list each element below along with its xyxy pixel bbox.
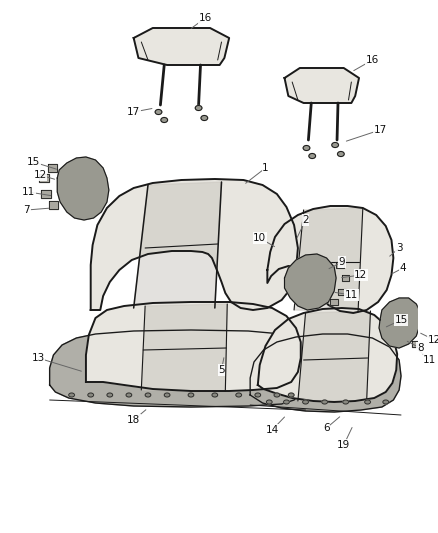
Polygon shape xyxy=(250,334,401,412)
Text: 4: 4 xyxy=(399,263,406,273)
Text: 3: 3 xyxy=(396,243,403,253)
Polygon shape xyxy=(336,262,344,268)
Text: 11: 11 xyxy=(423,355,436,365)
Polygon shape xyxy=(418,305,426,311)
Ellipse shape xyxy=(288,393,294,397)
Polygon shape xyxy=(330,299,338,305)
Ellipse shape xyxy=(383,400,389,404)
Ellipse shape xyxy=(332,142,339,148)
Polygon shape xyxy=(420,331,428,337)
Text: 6: 6 xyxy=(323,423,330,433)
Text: 10: 10 xyxy=(253,233,266,243)
Polygon shape xyxy=(267,206,393,313)
Polygon shape xyxy=(57,157,109,220)
Text: 11: 11 xyxy=(345,290,358,300)
Ellipse shape xyxy=(212,393,218,397)
Ellipse shape xyxy=(188,393,194,397)
Ellipse shape xyxy=(236,393,242,397)
Ellipse shape xyxy=(322,400,328,404)
Polygon shape xyxy=(134,182,222,308)
Text: 16: 16 xyxy=(366,55,379,65)
Polygon shape xyxy=(338,289,346,295)
Text: 19: 19 xyxy=(337,440,350,450)
Polygon shape xyxy=(413,341,420,347)
Text: 5: 5 xyxy=(218,365,225,375)
Ellipse shape xyxy=(107,393,113,397)
Text: 17: 17 xyxy=(373,125,387,135)
Polygon shape xyxy=(342,275,350,281)
Ellipse shape xyxy=(338,151,344,157)
Ellipse shape xyxy=(255,393,261,397)
Polygon shape xyxy=(285,68,359,103)
Polygon shape xyxy=(258,308,397,402)
Ellipse shape xyxy=(155,109,162,115)
Text: 2: 2 xyxy=(302,215,309,225)
Text: 12: 12 xyxy=(428,335,438,345)
Text: 16: 16 xyxy=(199,13,212,23)
Polygon shape xyxy=(49,330,307,407)
Ellipse shape xyxy=(303,146,310,150)
Ellipse shape xyxy=(145,393,151,397)
Text: 12: 12 xyxy=(33,170,47,180)
Ellipse shape xyxy=(309,154,315,158)
Ellipse shape xyxy=(88,393,94,397)
Ellipse shape xyxy=(365,400,371,404)
Ellipse shape xyxy=(283,400,290,404)
Ellipse shape xyxy=(201,116,208,120)
Polygon shape xyxy=(379,298,420,348)
Text: 8: 8 xyxy=(417,343,424,353)
Ellipse shape xyxy=(164,393,170,397)
Ellipse shape xyxy=(126,393,132,397)
Text: 12: 12 xyxy=(354,270,367,280)
Polygon shape xyxy=(285,254,336,310)
Text: 11: 11 xyxy=(22,187,35,197)
Text: 15: 15 xyxy=(27,157,40,167)
Text: 14: 14 xyxy=(265,425,279,435)
Text: 13: 13 xyxy=(32,353,45,363)
Text: 1: 1 xyxy=(262,163,269,173)
Polygon shape xyxy=(134,28,229,65)
Ellipse shape xyxy=(69,393,74,397)
Ellipse shape xyxy=(161,117,168,123)
Text: 17: 17 xyxy=(127,107,140,117)
Ellipse shape xyxy=(266,400,272,404)
Polygon shape xyxy=(424,317,431,323)
Polygon shape xyxy=(298,311,371,401)
Polygon shape xyxy=(91,179,298,310)
Ellipse shape xyxy=(303,400,308,404)
Ellipse shape xyxy=(195,106,202,110)
Ellipse shape xyxy=(343,400,349,404)
Text: 15: 15 xyxy=(394,315,408,325)
Polygon shape xyxy=(49,201,58,209)
Polygon shape xyxy=(141,304,227,391)
Ellipse shape xyxy=(274,393,280,397)
Text: 7: 7 xyxy=(23,205,30,215)
Polygon shape xyxy=(41,190,51,198)
Polygon shape xyxy=(39,174,49,182)
Text: 18: 18 xyxy=(127,415,140,425)
Text: 9: 9 xyxy=(339,257,345,267)
Polygon shape xyxy=(86,302,301,391)
Polygon shape xyxy=(294,208,363,312)
Polygon shape xyxy=(48,164,57,172)
